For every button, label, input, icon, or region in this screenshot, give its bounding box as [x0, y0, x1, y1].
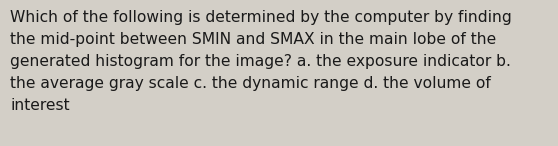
- Text: Which of the following is determined by the computer by finding: Which of the following is determined by …: [10, 10, 512, 25]
- Text: the mid-point between SMIN and SMAX in the main lobe of the: the mid-point between SMIN and SMAX in t…: [10, 32, 496, 47]
- Text: the average gray scale c. the dynamic range d. the volume of: the average gray scale c. the dynamic ra…: [10, 76, 491, 91]
- Text: generated histogram for the image? a. the exposure indicator b.: generated histogram for the image? a. th…: [10, 54, 511, 69]
- Text: interest: interest: [10, 98, 70, 113]
